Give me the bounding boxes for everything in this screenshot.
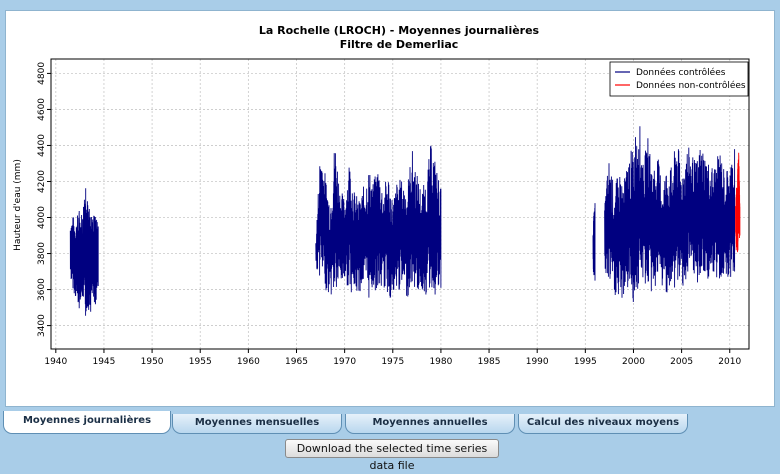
y-tick-label: 4800 xyxy=(37,62,47,85)
download-button[interactable]: Download the selected time series data f… xyxy=(285,439,499,472)
series-trace xyxy=(69,188,99,316)
x-tick-label: 1990 xyxy=(526,357,549,367)
tab-moyennes-mensuelles[interactable]: Moyennes mensuelles xyxy=(172,414,342,434)
x-tick-label: 2010 xyxy=(718,357,741,367)
x-tick-label: 2005 xyxy=(670,357,693,367)
x-tick-label: 1970 xyxy=(333,357,356,367)
series-trace xyxy=(315,145,442,298)
series-layer xyxy=(69,126,741,316)
tab-moyennes-annuelles[interactable]: Moyennes annuelles xyxy=(345,414,515,434)
tab-calcul-niveaux-moyens[interactable]: Calcul des niveaux moyens xyxy=(518,414,688,434)
legend-label-controlled: Données contrôlées xyxy=(636,67,726,78)
y-tick-label: 3600 xyxy=(37,278,47,301)
y-tick-label: 3800 xyxy=(37,242,47,265)
y-tick-label: 4000 xyxy=(37,206,47,229)
time-series-chart: La Rochelle (LROCH) - Moyennes journaliè… xyxy=(13,24,750,367)
legend-label-uncontrolled: Données non-contrôlées xyxy=(636,80,746,91)
y-tick-label: 4400 xyxy=(37,134,47,157)
x-tick-label: 1980 xyxy=(429,357,452,367)
series-trace xyxy=(604,126,736,303)
chart-panel: La Rochelle (LROCH) - Moyennes journaliè… xyxy=(5,10,775,407)
x-tick-label: 1950 xyxy=(141,357,164,367)
axes: 1940 1945 1950 1955 1960 1965 1970 1975 1980 1985… xyxy=(37,62,741,367)
x-tick-label: 1975 xyxy=(381,357,404,367)
chart-subtitle: Filtre de Demerliac xyxy=(340,38,459,51)
y-tick-label: 4600 xyxy=(37,98,47,121)
y-axis-label: Hauteur d'eau (mm) xyxy=(13,159,23,251)
series-trace xyxy=(592,203,596,281)
tab-moyennes-journalieres[interactable]: Moyennes journalières xyxy=(3,411,171,434)
x-tick-label: 1955 xyxy=(189,357,212,367)
legend: Données contrôlées Données non-contrôlée… xyxy=(609,61,749,97)
y-tick-label: 3400 xyxy=(37,314,47,337)
x-tick-label: 1945 xyxy=(92,357,115,367)
x-tick-label: 1985 xyxy=(478,357,501,367)
x-tick-label: 2000 xyxy=(622,357,645,367)
y-tick-label: 4200 xyxy=(37,170,47,193)
legend-box xyxy=(609,61,749,97)
x-tick-label: 1965 xyxy=(285,357,308,367)
tab-bar: Moyennes journalières Moyennes mensuelle… xyxy=(0,411,780,436)
plot-frame xyxy=(50,58,750,350)
x-tick-label: 1940 xyxy=(44,357,67,367)
chart-title: La Rochelle (LROCH) - Moyennes journaliè… xyxy=(259,24,540,37)
series-trace xyxy=(735,152,741,253)
x-tick-label: 1995 xyxy=(574,357,597,367)
x-tick-label: 1960 xyxy=(237,357,260,367)
